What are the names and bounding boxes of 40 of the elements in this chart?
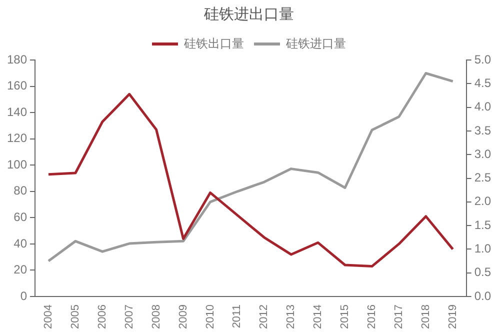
y-tick-label: 60	[14, 210, 28, 224]
y2-tick-label: 3.0	[474, 146, 492, 161]
x-tick-label: 2011	[231, 304, 244, 328]
x-tick-label: 2015	[339, 304, 352, 330]
x-tick-label: 2008	[150, 304, 162, 330]
x-tick-label: 2010	[204, 304, 216, 330]
y2-tick-label: 4.5	[474, 76, 492, 90]
legend-label: 硅铁进口量	[285, 36, 346, 50]
y2-tick-label: 4.0	[474, 100, 492, 114]
x-tick-label: 2018	[420, 304, 432, 330]
y2-tick-label: 1.0	[474, 242, 492, 256]
y-tick-label: 160	[6, 78, 28, 93]
y-tick-label: 40	[14, 236, 28, 250]
x-tick-label: 2012	[258, 304, 270, 330]
x-tick-label: 2006	[96, 304, 108, 330]
x-tick-label: 2019	[446, 304, 459, 330]
y2-tick-label: 2.0	[474, 194, 492, 208]
y2-tick-label: 0.5	[474, 265, 492, 280]
y-tick-label: 180	[6, 52, 28, 66]
x-tick-label: 2013	[285, 304, 298, 330]
legend-label: 硅铁出口量	[183, 36, 244, 50]
x-tick-label: 2007	[123, 304, 136, 330]
y-tick-label: 0	[20, 288, 28, 303]
y2-tick-label: 0.0	[474, 288, 492, 303]
y-tick-label: 140	[6, 104, 28, 119]
y2-tick-label: 3.5	[474, 123, 492, 138]
y-tick-label: 80	[14, 184, 28, 198]
chart-title: 硅铁进出口量	[203, 6, 294, 24]
y2-tick-label: 1.5	[474, 218, 492, 232]
y2-tick-label: 2.5	[474, 170, 492, 185]
x-tick-label: 2016	[366, 304, 378, 330]
x-tick-label: 2017	[392, 304, 405, 330]
y-tick-label: 120	[6, 131, 28, 146]
x-tick-label: 2004	[42, 304, 55, 330]
y-tick-label: 20	[14, 262, 28, 277]
x-tick-label: 2009	[177, 304, 190, 330]
x-tick-label: 2005	[69, 304, 82, 330]
x-tick-label: 2014	[312, 304, 324, 330]
y-tick-label: 100	[6, 157, 28, 172]
y2-tick-label: 5.0	[474, 52, 492, 66]
